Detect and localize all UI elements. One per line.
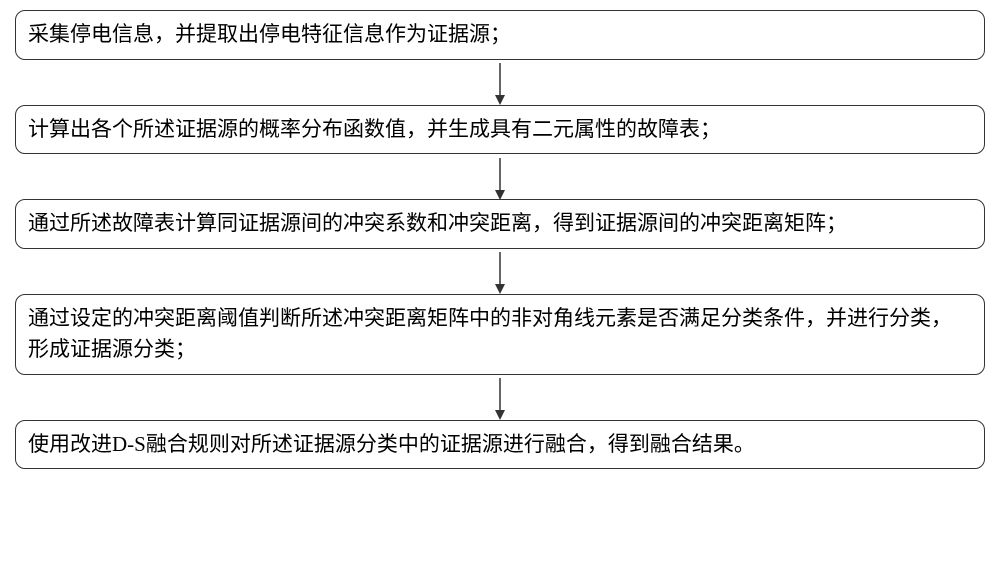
flowchart-container: 采集停电信息，并提取出停电特征信息作为证据源； 计算出各个所述证据源的概率分布函…	[15, 10, 985, 469]
arrow-connector	[499, 154, 501, 199]
arrow-down-icon	[499, 252, 501, 290]
step-text: 采集停电信息，并提取出停电特征信息作为证据源；	[28, 22, 511, 46]
arrow-connector	[499, 375, 501, 420]
flowchart-step-1: 采集停电信息，并提取出停电特征信息作为证据源；	[15, 10, 985, 60]
arrow-down-icon	[499, 158, 501, 196]
arrow-connector	[499, 60, 501, 105]
step-text: 通过所述故障表计算同证据源间的冲突系数和冲突距离，得到证据源间的冲突距离矩阵；	[28, 211, 847, 235]
step-text: 计算出各个所述证据源的概率分布函数值，并生成具有二元属性的故障表；	[28, 117, 721, 141]
arrow-down-icon	[499, 63, 501, 101]
flowchart-step-4: 通过设定的冲突距离阈值判断所述冲突距离矩阵中的非对角线元素是否满足分类条件，并进…	[15, 294, 985, 375]
step-text: 使用改进D-S融合规则对所述证据源分类中的证据源进行融合，得到融合结果。	[28, 432, 755, 456]
step-text: 通过设定的冲突距离阈值判断所述冲突距离矩阵中的非对角线元素是否满足分类条件，并进…	[28, 306, 952, 362]
flowchart-step-2: 计算出各个所述证据源的概率分布函数值，并生成具有二元属性的故障表；	[15, 105, 985, 155]
flowchart-step-3: 通过所述故障表计算同证据源间的冲突系数和冲突距离，得到证据源间的冲突距离矩阵；	[15, 199, 985, 249]
arrow-connector	[499, 249, 501, 294]
arrow-down-icon	[499, 378, 501, 416]
flowchart-step-5: 使用改进D-S融合规则对所述证据源分类中的证据源进行融合，得到融合结果。	[15, 420, 985, 470]
